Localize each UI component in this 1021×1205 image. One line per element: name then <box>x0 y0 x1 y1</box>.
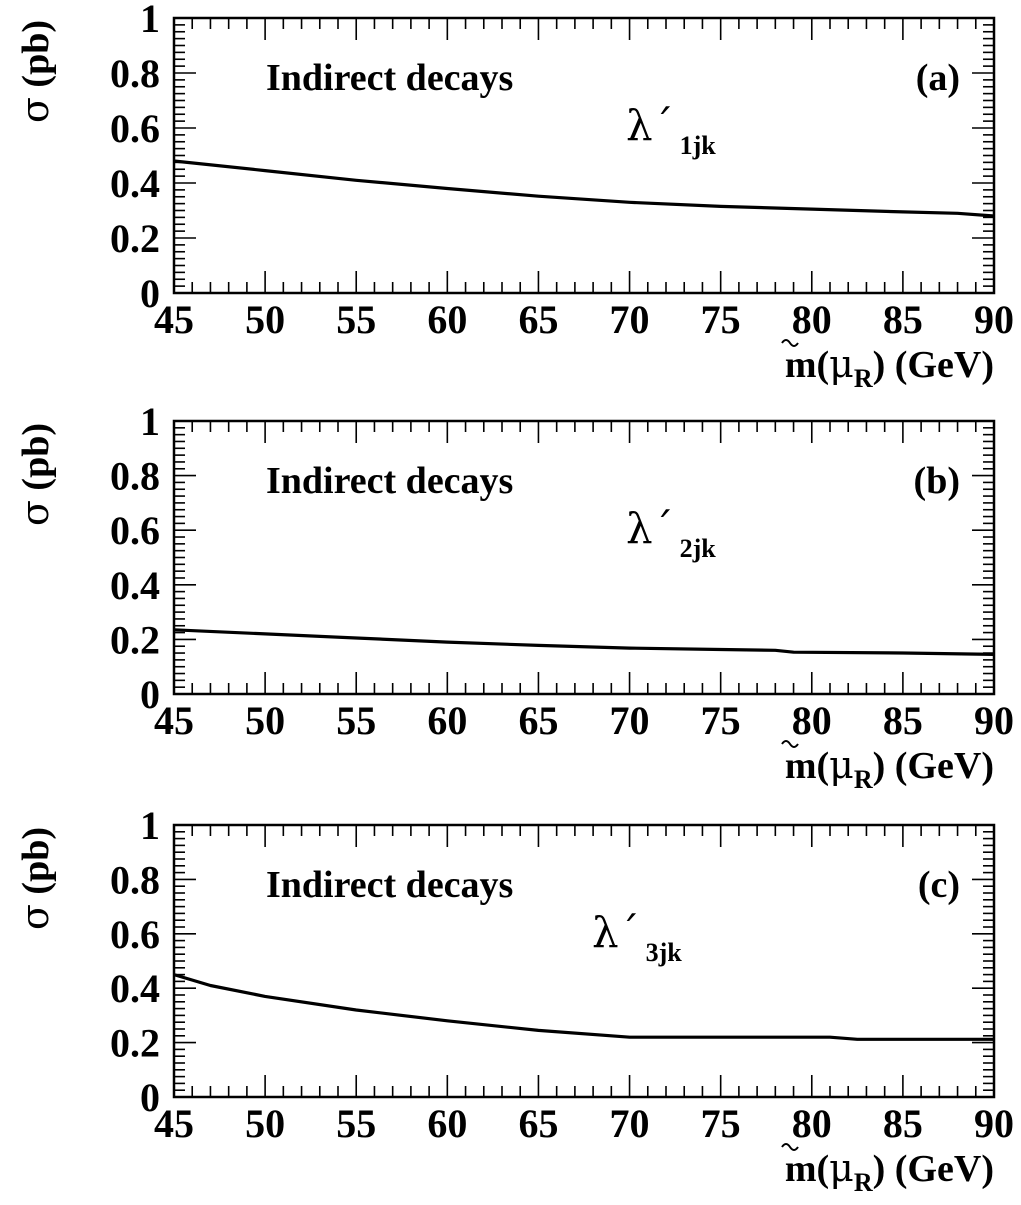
series-line <box>173 628 995 656</box>
annotation-text: Indirect decays <box>266 864 513 906</box>
coupling-label: λ´ 3jk <box>592 908 682 967</box>
x-tick-label: 45 <box>154 698 194 743</box>
x-tick-label: 55 <box>336 297 376 342</box>
y-tick-label: 0 <box>140 1075 160 1120</box>
y-tick-label: 0.4 <box>110 161 160 206</box>
x-tick-label: 70 <box>610 698 650 743</box>
y-tick-label: 1 <box>140 803 160 848</box>
x-tick-label: 60 <box>427 1101 467 1146</box>
panel-label: (a) <box>916 57 960 99</box>
x-tick-label: 85 <box>883 1101 923 1146</box>
x-tick-label: 75 <box>701 698 741 743</box>
series-line <box>173 159 995 218</box>
y-tick-label: 0.6 <box>110 912 160 957</box>
tilde-mark <box>781 740 799 748</box>
x-tick-label: 85 <box>883 297 923 342</box>
x-tick-label: 85 <box>883 698 923 743</box>
y-tick-label: 0 <box>140 672 160 717</box>
x-tick-label: 80 <box>792 698 832 743</box>
y-tick-label: 0.8 <box>110 51 160 96</box>
x-tick-label: 65 <box>518 1101 558 1146</box>
tilde-mark <box>781 339 799 347</box>
tilde-mark <box>781 1143 799 1151</box>
y-tick-label: 0.2 <box>110 617 160 662</box>
x-tick-label: 50 <box>245 297 285 342</box>
x-tick-label: 60 <box>427 698 467 743</box>
y-tick-label: 0.4 <box>110 563 160 608</box>
panel-label: (c) <box>918 864 960 906</box>
y-tick-label: 0.6 <box>110 508 160 553</box>
x-tick-label: 90 <box>974 1101 1014 1146</box>
y-axis-title: σ (pb) <box>13 827 57 930</box>
y-axis-title: σ (pb) <box>13 20 57 123</box>
x-tick-label: 55 <box>336 698 376 743</box>
x-tick-label: 75 <box>701 297 741 342</box>
x-tick-label: 50 <box>245 1101 285 1146</box>
panel-1: 45 50 55 60 65 70 75 80 85 90 0 0.2 0.4 0.6 0.8 1 σ (pb)… <box>13 0 1014 393</box>
x-axis-title: m(μR) (GeV) <box>785 342 994 393</box>
coupling-label: λ´ 1jk <box>626 101 716 160</box>
y-tick-label: 0.8 <box>110 857 160 902</box>
panel-label: (b) <box>914 460 960 502</box>
x-tick-label: 50 <box>245 698 285 743</box>
y-tick-label: 0.4 <box>110 966 160 1011</box>
x-tick-label: 45 <box>154 297 194 342</box>
y-tick-label: 0.2 <box>110 1021 160 1066</box>
series-line <box>173 973 994 1041</box>
x-tick-label: 80 <box>792 1101 832 1146</box>
x-tick-label: 65 <box>518 297 558 342</box>
y-axis-title: σ (pb) <box>13 423 57 526</box>
x-tick-label: 70 <box>610 297 650 342</box>
x-tick-label: 90 <box>974 297 1014 342</box>
panel-3: 45 50 55 60 65 70 75 80 85 90 0 0.2 0.4 0.6 0.8 1 σ (pb)… <box>13 803 1014 1197</box>
y-tick-label: 0.8 <box>110 454 160 499</box>
annotation-text: Indirect decays <box>266 57 513 99</box>
x-tick-label: 70 <box>610 1101 650 1146</box>
coupling-label: λ´ 2jk <box>626 504 716 563</box>
x-tick-label: 55 <box>336 1101 376 1146</box>
x-tick-label: 45 <box>154 1101 194 1146</box>
y-tick-label: 0.6 <box>110 106 160 151</box>
x-tick-label: 65 <box>518 698 558 743</box>
y-tick-label: 0 <box>140 271 160 316</box>
x-tick-label: 75 <box>701 1101 741 1146</box>
y-tick-label: 1 <box>140 399 160 444</box>
annotation-text: Indirect decays <box>266 460 513 502</box>
y-tick-label: 1 <box>140 0 160 41</box>
y-tick-label: 0.2 <box>110 216 160 261</box>
panel-2: 45 50 55 60 65 70 75 80 85 90 0 0.2 0.4 0.6 0.8 1 σ (pb)… <box>13 399 1014 794</box>
x-tick-label: 80 <box>792 297 832 342</box>
x-axis-title: m(μR) (GeV) <box>785 1146 994 1197</box>
x-tick-label: 90 <box>974 698 1014 743</box>
x-axis-title: m(μR) (GeV) <box>785 743 994 794</box>
x-tick-label: 60 <box>427 297 467 342</box>
